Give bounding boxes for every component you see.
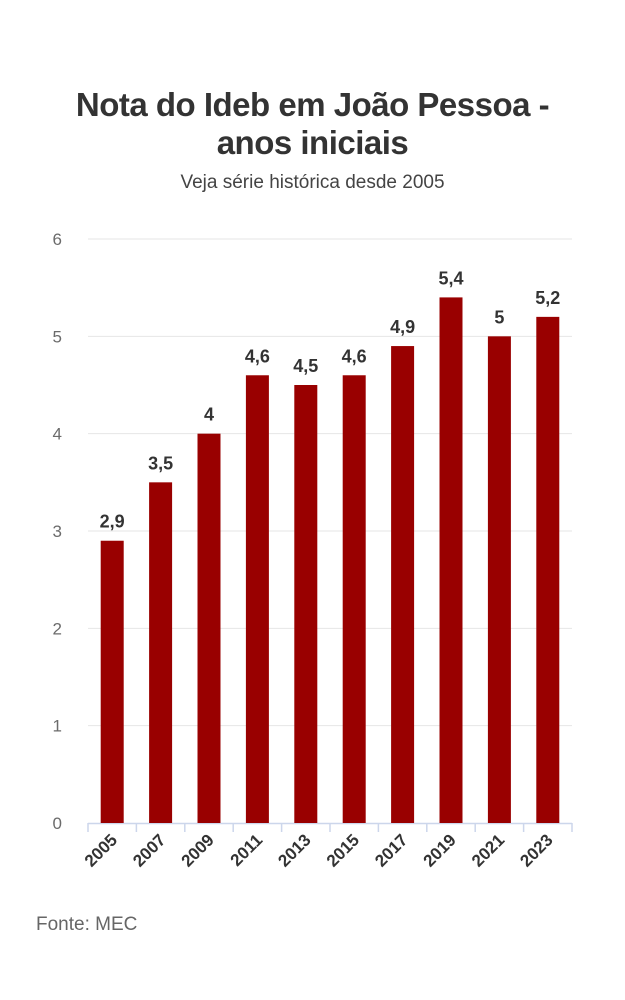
bar — [536, 316, 560, 823]
data-label: 4,5 — [293, 356, 318, 376]
y-tick-label: 0 — [53, 814, 62, 833]
bar — [342, 375, 366, 823]
data-label: 3,5 — [148, 453, 173, 473]
bar — [100, 540, 124, 823]
bar — [391, 346, 415, 823]
chart-subtitle: Veja série histórica desde 2005 — [180, 172, 445, 193]
source-note: Fonte: MEC — [36, 914, 138, 935]
bar — [487, 336, 511, 823]
chart-title-line-1: Nota do Ideb em João Pessoa - — [75, 86, 550, 123]
x-tick-label: 2021 — [468, 830, 508, 870]
y-tick-label: 5 — [53, 327, 62, 346]
x-tick-label: 2017 — [371, 830, 411, 870]
y-tick-label: 1 — [53, 717, 62, 736]
bar — [439, 297, 463, 823]
bar — [294, 385, 318, 823]
y-tick-label: 3 — [53, 522, 62, 541]
data-label: 4,9 — [390, 317, 415, 337]
data-label: 4 — [204, 405, 214, 425]
chart-title: Nota do Ideb em João Pessoa - anos inici… — [20, 86, 605, 162]
y-tick-label: 2 — [53, 619, 62, 638]
data-label: 5 — [494, 307, 504, 327]
bar — [149, 482, 173, 823]
y-tick-label: 4 — [53, 425, 62, 444]
y-tick-label: 6 — [53, 230, 62, 249]
chart-title-line-2: anos iniciais — [216, 124, 409, 161]
data-label: 5,2 — [535, 288, 560, 308]
x-tick-label: 2005 — [81, 830, 121, 870]
x-tick-label: 2013 — [274, 830, 314, 870]
bar — [197, 433, 221, 823]
data-label: 4,6 — [342, 346, 367, 366]
data-label: 2,9 — [100, 512, 125, 532]
x-tick-label: 2019 — [420, 830, 460, 870]
x-tick-label: 2015 — [323, 830, 363, 870]
x-tick-label: 2023 — [516, 830, 556, 870]
x-tick-label: 2009 — [178, 830, 218, 870]
data-label: 5,4 — [438, 268, 463, 288]
x-tick-label: 2007 — [129, 830, 169, 870]
bar — [245, 375, 269, 823]
x-tick-label: 2011 — [227, 830, 267, 870]
data-label: 4,6 — [245, 346, 270, 366]
